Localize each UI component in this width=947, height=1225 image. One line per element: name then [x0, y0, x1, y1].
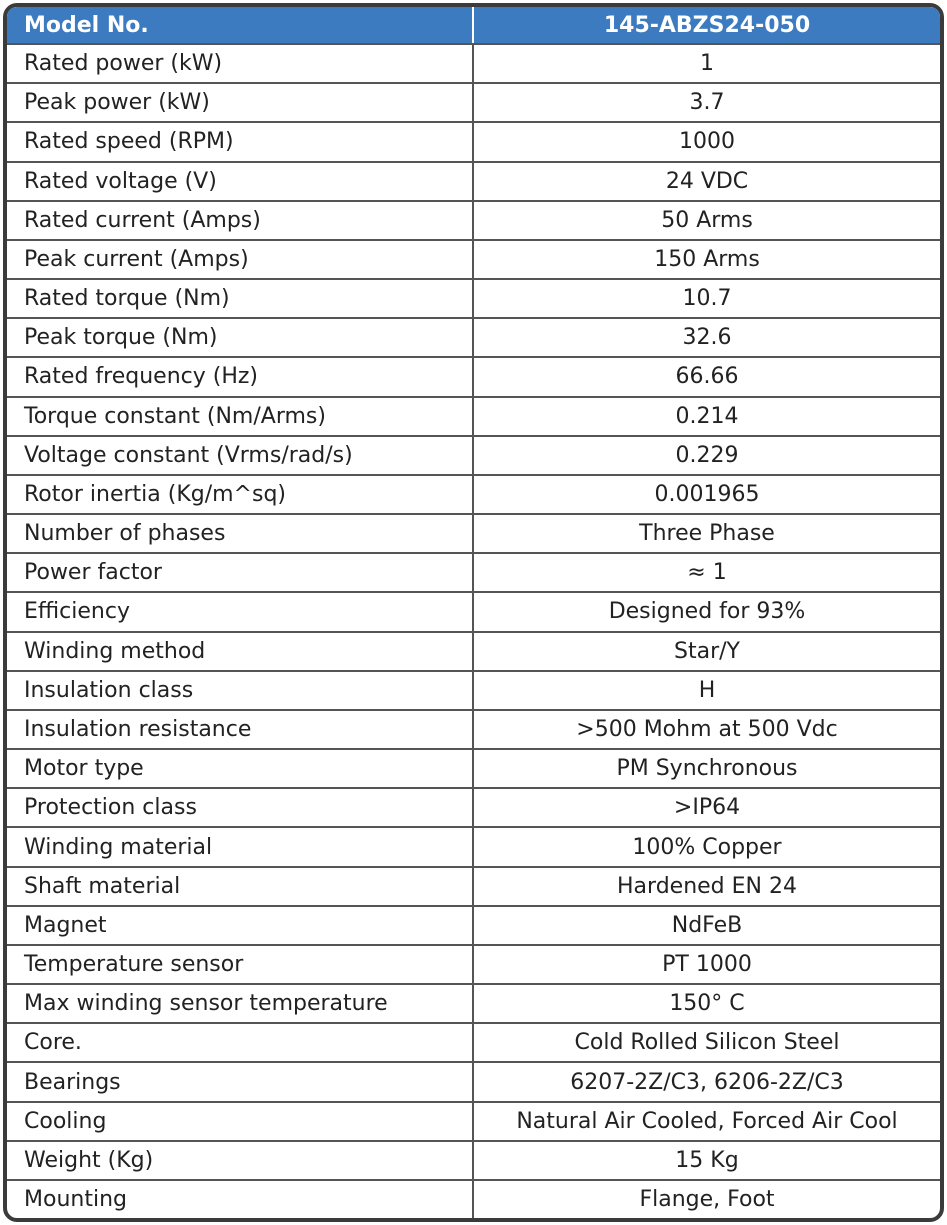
value-cell: 1 — [700, 51, 714, 77]
property-cell: Peak torque (Nm) — [7, 319, 474, 357]
value-cell: 15 Kg — [675, 1147, 739, 1173]
value-cell: Star/Y — [674, 638, 740, 664]
table-row: Torque constant (Nm/Arms) 0.214 — [7, 395, 940, 435]
property-cell: Rated power (kW) — [7, 45, 474, 83]
property-cell: Weight (Kg) — [7, 1141, 474, 1179]
property-cell: Rated frequency (Hz) — [7, 358, 474, 396]
table-row: Rated frequency (Hz) 66.66 — [7, 356, 940, 396]
table-row: Insulation class H — [7, 669, 940, 709]
table-row: Peak power (kW) 3.7 — [7, 82, 940, 122]
value-cell: PT 1000 — [662, 952, 752, 978]
value-cell: Three Phase — [639, 521, 775, 547]
table-row: Peak torque (Nm) 32.6 — [7, 317, 940, 357]
header-row: Model No. 145-ABZS24-050 — [7, 7, 940, 43]
table-row: Magnet NdFeB — [7, 904, 940, 944]
table-row: Weight (Kg) 15 Kg — [7, 1139, 940, 1179]
value-cell: 150° C — [669, 991, 745, 1017]
property-cell: Protection class — [7, 789, 474, 827]
table-row: Rated speed (RPM) 1000 — [7, 121, 940, 161]
header-cell: Model No. — [7, 7, 474, 43]
value-cell: 10.7 — [682, 286, 732, 312]
property-cell: Motor type — [7, 750, 474, 788]
table-row: Motor type PM Synchronous — [7, 748, 940, 788]
value-cell: >500 Mohm at 500 Vdc — [576, 717, 838, 742]
table-row: Winding material 100% Copper — [7, 826, 940, 866]
table-row: Shaft material Hardened EN 24 — [7, 865, 940, 905]
value-cell: >IP64 — [673, 795, 741, 821]
table-row: Rated voltage (V) 24 VDC — [7, 160, 940, 200]
property-cell: Winding material — [7, 828, 474, 866]
value-cell: ≈ 1 — [687, 560, 727, 586]
value-cell: 0.214 — [675, 403, 739, 429]
value-cell: Hardened EN 24 — [617, 873, 797, 899]
table-row: Efficiency Designed for 93% — [7, 591, 940, 631]
property-cell: Bearings — [7, 1063, 474, 1101]
table-row: Rated torque (Nm) 10.7 — [7, 278, 940, 318]
property-cell: Voltage constant (Vrms/rad/s) — [7, 436, 474, 474]
property-cell: Magnet — [7, 906, 474, 944]
table-row: Max winding sensor temperature 150° C — [7, 983, 940, 1023]
value-cell: Natural Air Cooled, Forced Air Cool — [516, 1108, 898, 1134]
value-cell: Designed for 93% — [608, 599, 806, 625]
value-cell: Cold Rolled Silicon Steel — [574, 1030, 840, 1056]
property-cell: Rated torque (Nm) — [7, 280, 474, 318]
property-cell: Winding method — [7, 632, 474, 670]
property-cell: Cooling — [7, 1102, 474, 1140]
table-row: Protection class >IP64 — [7, 787, 940, 827]
property-cell: Shaft material — [7, 867, 474, 905]
property-cell: Core. — [7, 1024, 474, 1062]
property-cell: Efficiency — [7, 593, 474, 631]
property-cell: Power factor — [7, 554, 474, 592]
table-row: Number of phases Three Phase — [7, 513, 940, 553]
property-cell: Rated current (Amps) — [7, 201, 474, 239]
table-row: Bearings 6207-2Z/C3, 6206-2Z/C3 — [7, 1061, 940, 1101]
value-cell: 6207-2Z/C3, 6206-2Z/C3 — [570, 1069, 844, 1095]
value-cell: 24 VDC — [665, 168, 749, 194]
property-cell: Peak power (kW) — [7, 84, 474, 122]
table-row: Rated current (Amps) 50 Arms — [7, 199, 940, 239]
table-row: Cooling Natural Air Cooled, Forced Air Co… — [7, 1100, 940, 1140]
table-row: Insulation resistance >500 Mohm at 500 Vd… — [7, 708, 940, 749]
table-row: Power factor ≈ 1 — [7, 552, 940, 592]
table-row: Voltage constant (Vrms/rad/s) 0.229 — [7, 434, 940, 474]
value-cell: 1000 — [679, 129, 735, 155]
property-cell: Rated voltage (V) — [7, 162, 474, 200]
table-row: Peak current (Amps) 150 Arms — [7, 238, 940, 279]
value-cell: 32.6 — [682, 325, 732, 351]
table-row: Mounting Flange, Foot — [7, 1178, 940, 1218]
value-cell: 0.229 — [675, 442, 739, 468]
value-cell: 0.001965 — [654, 481, 760, 507]
property-cell: Insulation resistance — [7, 710, 474, 749]
value-cell: Flange, Foot — [639, 1187, 775, 1213]
property-cell: Torque constant (Nm/Arms) — [7, 397, 474, 435]
value-cell: 66.66 — [675, 364, 739, 390]
value-cell: 150 Arms — [654, 246, 760, 272]
value-cell: 3.7 — [689, 90, 725, 116]
property-cell: Temperature sensor — [7, 945, 474, 984]
value-cell: H — [698, 677, 716, 703]
property-cell: Rotor inertia (Kg/m^sq) — [7, 475, 474, 514]
property-cell: Peak current (Amps) — [7, 240, 474, 279]
table-row: Rated power (kW) 1 — [7, 43, 940, 83]
property-cell: Rated speed (RPM) — [7, 123, 474, 161]
property-cell: Insulation class — [7, 671, 474, 709]
property-cell: Number of phases — [7, 515, 474, 553]
table-row: Temperature sensor PT 1000 — [7, 943, 940, 984]
property-cell: Max winding sensor temperature — [7, 985, 474, 1023]
value-cell: PM Synchronous — [616, 756, 798, 782]
value-cell: 100% Copper — [632, 834, 782, 860]
value-cell: 50 Arms — [661, 207, 753, 233]
table-row: Core. Cold Rolled Silicon Steel — [7, 1022, 940, 1062]
value-cell: NdFeB — [671, 912, 743, 938]
header-cell: 145-ABZS24-050 — [603, 12, 811, 38]
table-row: Rotor inertia (Kg/m^sq) 0.001965 — [7, 473, 940, 514]
table-row: Winding method Star/Y — [7, 630, 940, 670]
spec-table: Model No. 145-ABZS24-050 Rated power (kW… — [3, 3, 944, 1222]
property-cell: Mounting — [7, 1180, 474, 1218]
